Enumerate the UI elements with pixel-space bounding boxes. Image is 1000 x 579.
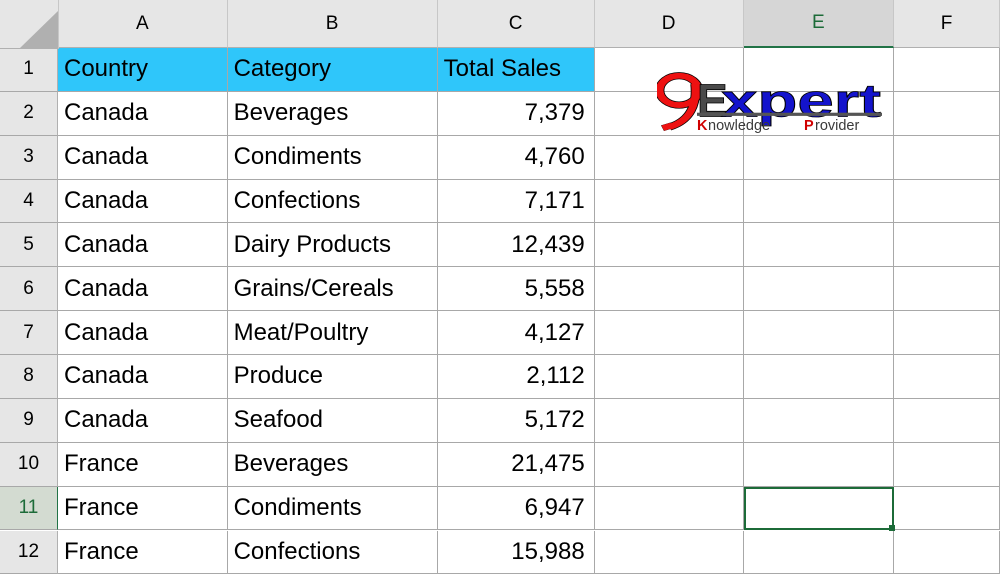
svg-text:nowledge: nowledge — [708, 118, 770, 134]
svg-text:P: P — [804, 118, 814, 134]
svg-text:rovider: rovider — [815, 118, 859, 134]
svg-text:K: K — [697, 118, 708, 134]
